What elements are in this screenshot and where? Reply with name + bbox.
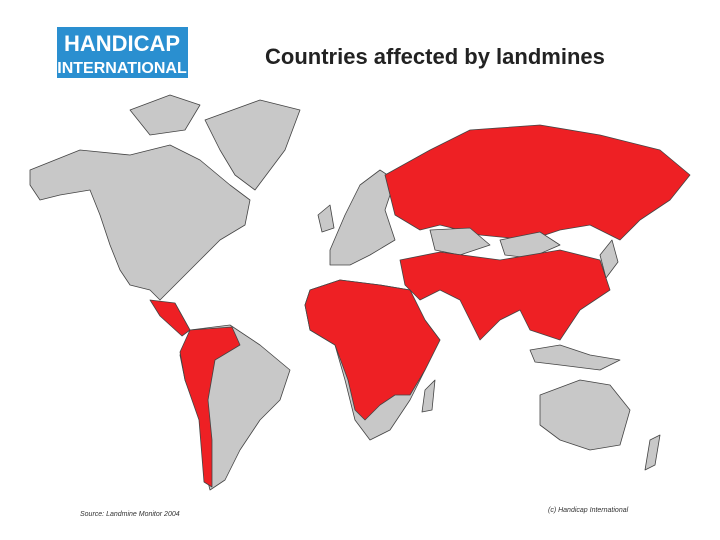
europe bbox=[329, 169, 396, 266]
mongolia bbox=[499, 231, 561, 259]
logo-line: INTERNATIONAL bbox=[57, 60, 187, 77]
central-asia bbox=[429, 227, 491, 256]
africa-affected bbox=[304, 279, 441, 421]
arctic-islands bbox=[129, 94, 201, 136]
south-america-affected bbox=[179, 326, 241, 488]
russia bbox=[384, 124, 691, 241]
greenland bbox=[204, 99, 301, 191]
source: Source: Landmine Monitor 2004 bbox=[80, 511, 180, 518]
asia-affected bbox=[399, 249, 611, 341]
logo-box bbox=[57, 27, 188, 78]
madagascar bbox=[421, 379, 436, 413]
north-america bbox=[29, 144, 251, 301]
australia bbox=[539, 379, 631, 451]
logo-line: HANDICAP bbox=[64, 31, 180, 56]
title: Countries affected by landmines bbox=[265, 44, 605, 69]
world-map bbox=[29, 94, 691, 491]
credit: (c) Handicap International bbox=[548, 507, 629, 514]
central-america bbox=[149, 299, 191, 337]
new-zealand bbox=[644, 434, 661, 471]
japan bbox=[599, 239, 619, 279]
british-isles bbox=[317, 204, 335, 233]
indonesia bbox=[529, 344, 621, 371]
